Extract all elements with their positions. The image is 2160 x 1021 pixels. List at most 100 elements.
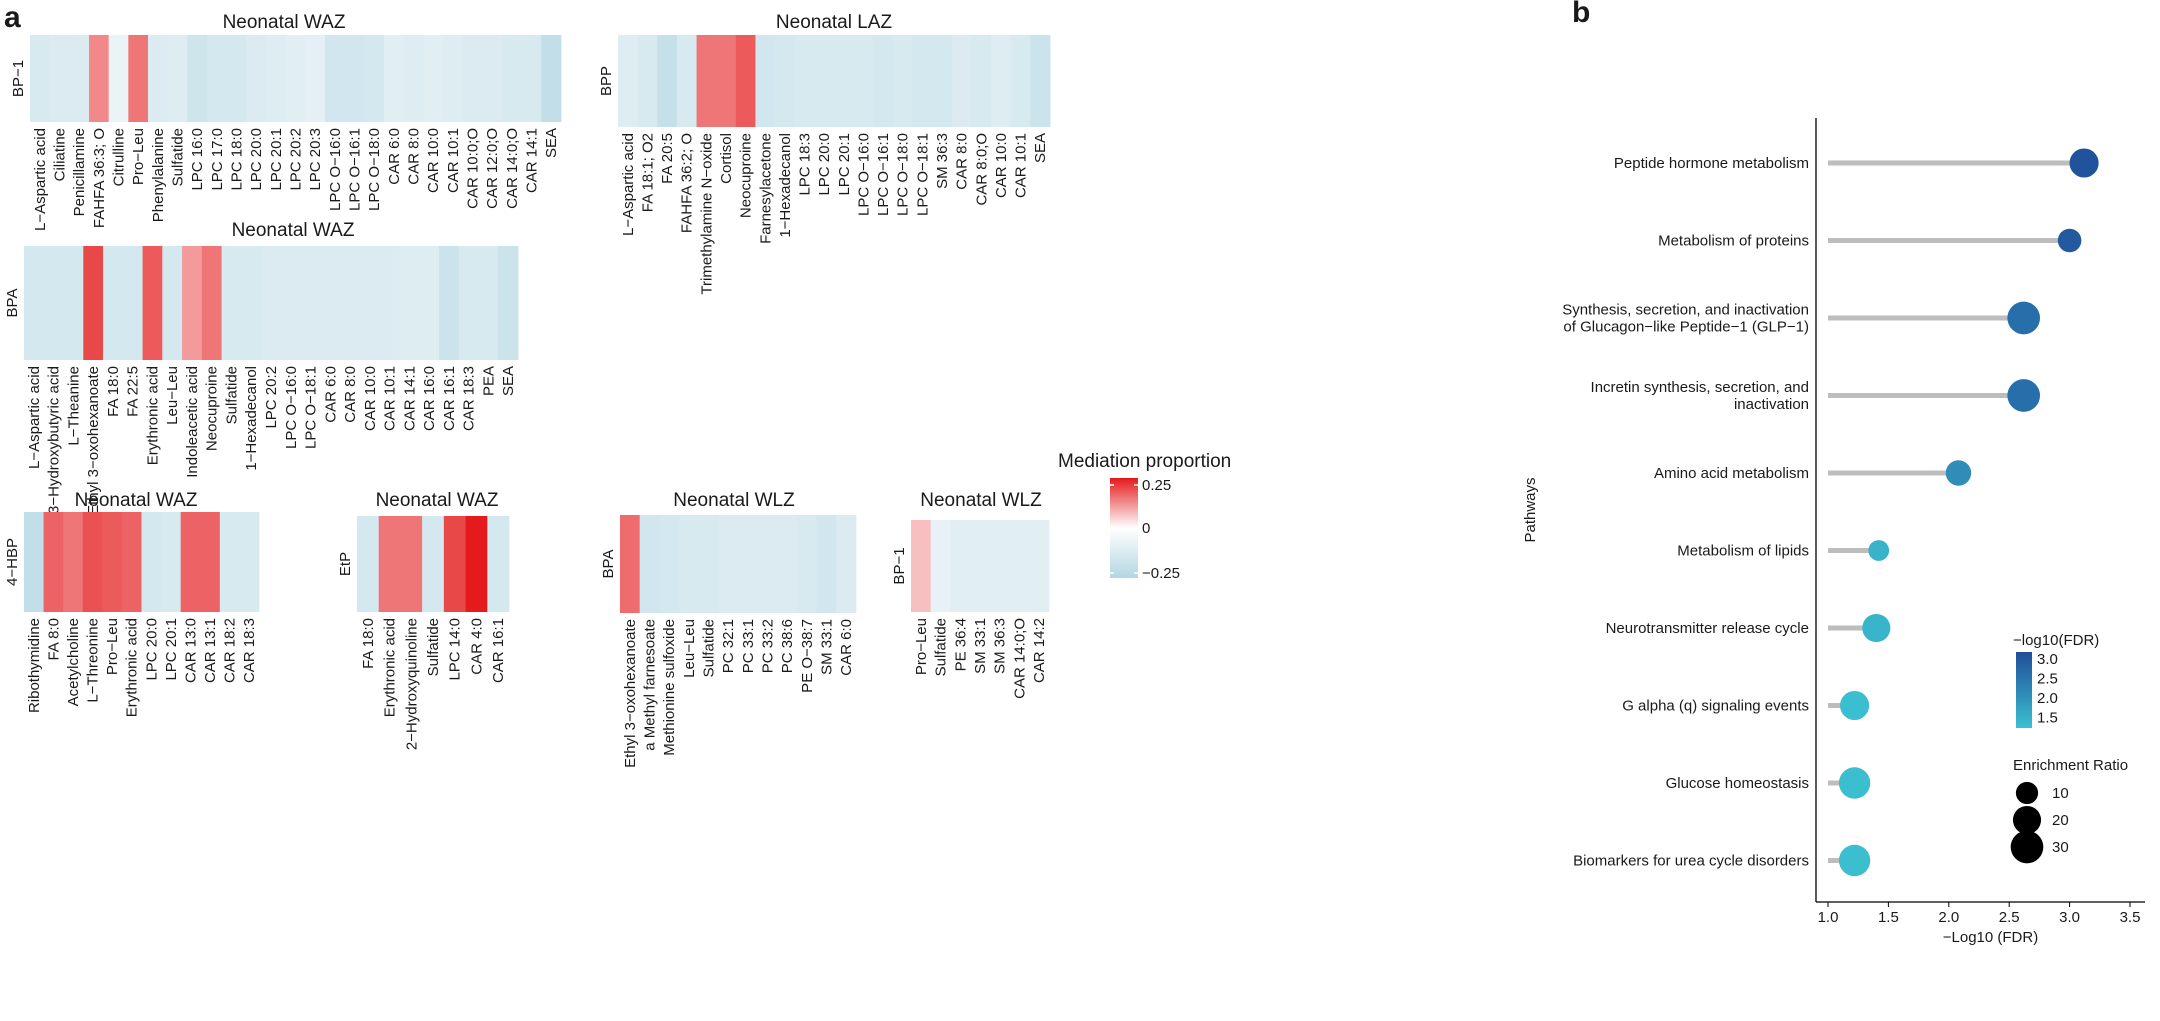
heatmap-cell (89, 35, 110, 122)
heatmap-column-label: LPC O−18:1 (914, 133, 931, 216)
pathway-row: Neurotransmitter release cycle (1606, 613, 1891, 643)
panel-label-b: b (1572, 0, 1590, 29)
heatmap-column-label: LPC 20:2 (288, 128, 305, 191)
size-legend-dot (2012, 805, 2042, 835)
heatmap-column-label: CAR 16:1 (490, 618, 507, 683)
heatmap-cell (419, 246, 440, 360)
heatmap-cell (403, 35, 424, 122)
heatmap-cell (108, 35, 129, 122)
heatmap-column-label: SM 33:1 (972, 618, 989, 674)
size-legend-dot (2015, 781, 2039, 805)
heatmap-row-label: BPA (4, 289, 21, 318)
pathway-label: inactivation (1734, 396, 1809, 413)
x-tick-label: 3.0 (2059, 909, 2080, 926)
heatmap-cell (716, 35, 737, 127)
heatmap-row-label: BP−1 (10, 60, 27, 97)
y-axis-title: Pathways (1522, 477, 1539, 542)
pathway-row: Synthesis, secretion, and inactivationof… (1562, 302, 2041, 336)
heatmap-column-label: 1−Hexadecanol (243, 366, 260, 471)
heatmap-column-label: Sulfatide (170, 128, 187, 186)
heatmap-column-label: Penicillamine (71, 128, 88, 216)
heatmap-column-label: Neocuproine (204, 366, 221, 451)
heatmap-column-label: PC 32:1 (720, 619, 737, 673)
heatmap-column-label: FA 8:0 (45, 618, 62, 661)
heatmap-cell (541, 35, 562, 122)
heatmap-column-label: L−Theanine (65, 366, 82, 446)
heatmap-column-label: Ribothymidine (26, 618, 43, 713)
heatmap-cell (462, 35, 483, 122)
heatmap-cell (1009, 520, 1030, 612)
heatmap-cell (384, 35, 405, 122)
x-tick-label: 2.5 (1999, 909, 2020, 926)
size-legend-title: Enrichment Ratio (2013, 757, 2128, 774)
heatmap-column-label: LPC 20:0 (816, 133, 833, 196)
heatmap-column-label: CAR 10:0 (425, 128, 442, 193)
heatmap-column-label: CAR 10:1 (382, 366, 399, 431)
heatmap-column-label: L−Aspartic acid (32, 128, 49, 231)
heatmap-column-label: LPC O−18:0 (895, 133, 912, 216)
heatmap-column-label: LPC 20:0 (248, 128, 265, 191)
heatmap-cell (478, 246, 499, 360)
x-tick-label: 3.5 (2120, 909, 2141, 926)
heatmap-title: Neonatal WAZ (223, 12, 346, 33)
heatmap-cell (359, 246, 381, 360)
heatmap-cell (698, 515, 719, 613)
heatmap-column-label: Pro−Leu (130, 128, 147, 185)
pathway-row: Peptide hormone metabolism (1614, 148, 2099, 178)
lollipop-point (2057, 228, 2082, 253)
heatmap-column-label: L−Aspartic acid (620, 133, 637, 236)
pathway-label: Incretin synthesis, secretion, and (1591, 379, 1809, 396)
heatmap-column-label: CAR 6:0 (386, 128, 403, 185)
heatmap-column-label: Ethyl 3−oxohexanoate (85, 366, 102, 515)
heatmap-column-label: Trimethylamine N−oxide (698, 133, 715, 295)
heatmap-column-label: FAHFA 36:3; O (91, 128, 108, 228)
pathway-label: Metabolism of lipids (1677, 543, 1809, 560)
heatmap-cell (43, 246, 64, 360)
legend-tick-low: −0.25 (1142, 565, 1180, 582)
heatmap-cell (797, 515, 818, 613)
heatmap-column-label: SM 36:3 (934, 133, 951, 189)
heatmap-cell (378, 516, 401, 612)
lollipop-point (1868, 540, 1890, 561)
heatmap-cell (443, 35, 464, 122)
heatmap-cell (122, 246, 143, 360)
heatmap-cell (482, 35, 503, 122)
heatmap-column-label: CAR 14:0;O (504, 128, 521, 209)
mediation-legend: Mediation proportion 0.25 0 −0.25 (1058, 451, 1231, 582)
heatmap-cell (280, 246, 302, 360)
heatmap-column-label: Leu−Leu (164, 366, 181, 425)
heatmap-column-label: CAR 10:0 (993, 133, 1010, 198)
heatmap-panel-6: Neonatal WLZ BPA Ethyl 3−oxohexanoate a Met… (600, 490, 857, 768)
heatmap-cell (1029, 520, 1050, 612)
pathway-label: Metabolism of proteins (1658, 233, 1809, 250)
heatmap-cell (521, 35, 542, 122)
heatmap-cell (69, 35, 90, 122)
heatmap-cell (502, 35, 523, 122)
size-legend-tick: 30 (2052, 839, 2069, 856)
heatmap-column-label: CAR 13:0 (183, 618, 200, 683)
heatmap-cell (777, 515, 798, 613)
heatmap-column-label: CAR 8:0 (342, 366, 359, 423)
heatmap-cell (162, 246, 183, 360)
heatmap-column-label: CAR 16:1 (441, 366, 458, 431)
heatmap-cell (201, 246, 222, 360)
pathway-row: Glucose homeostasis (1666, 767, 1871, 799)
heatmap-column-label: LPC 16:0 (189, 128, 206, 191)
heatmap-cell (221, 246, 242, 360)
heatmap-cell (676, 35, 697, 127)
heatmap-column-label: CAR 12:0;O (484, 128, 501, 209)
heatmap-column-label: CAR 4:0 (468, 618, 485, 675)
fdr-colorbar (2016, 652, 2032, 728)
heatmap-column-label: LPC 17:0 (209, 128, 226, 191)
heatmap-cell (300, 246, 321, 360)
heatmap-cell (161, 512, 182, 612)
heatmap-cell (637, 35, 658, 127)
heatmap-cell (180, 512, 201, 612)
heatmap-cell (187, 35, 208, 122)
lollipop-point (1862, 613, 1891, 643)
size-legend-tick: 20 (2052, 812, 2069, 829)
heatmap-column-label: CAR 13:1 (202, 618, 219, 683)
heatmap-column-label: Sulfatide (224, 366, 241, 424)
heatmap-cell (438, 246, 460, 360)
